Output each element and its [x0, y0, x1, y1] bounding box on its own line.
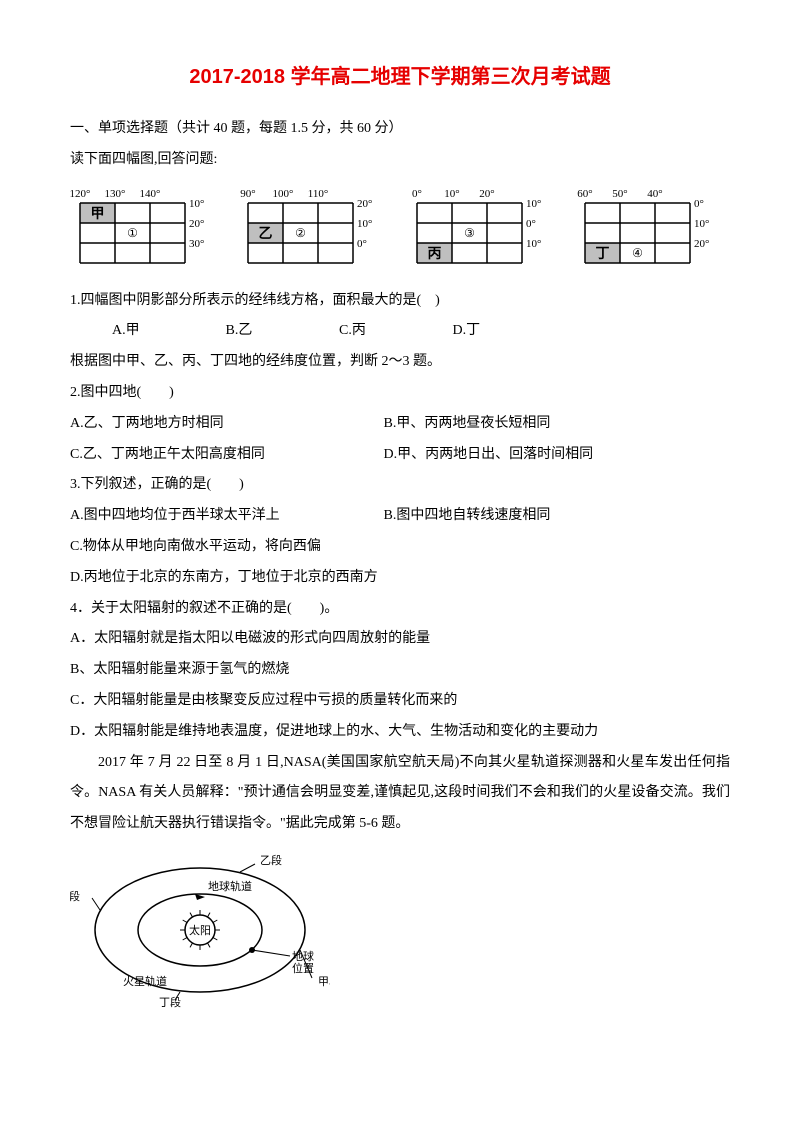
svg-text:10°: 10° [694, 218, 709, 230]
q4-opt-a: A．太阳辐射就是指太阳以电磁波的形式向四周放射的能量 [70, 624, 730, 655]
q3-opt-a: A.图中四地均位于西半球太平洋上 [70, 501, 380, 532]
q3-opt-d: D.丙地位于北京的东南方，丁地位于北京的西南方 [70, 563, 730, 594]
grid-ding: 60° 50° 40° 0° 10° 20° 丁 ④ [575, 181, 730, 276]
svg-text:10°: 10° [444, 188, 459, 200]
q1-opt-a: A.甲 [112, 316, 222, 347]
section-heading: 一、单项选择题（共计 40 题，每题 1.5 分，共 60 分） [70, 114, 730, 145]
svg-text:20°: 20° [479, 188, 494, 200]
q2-opt-a: A.乙、丁两地地方时相同 [70, 409, 380, 440]
q1-text: 1.四幅图中阴影部分所表示的经纬线方格，面积最大的是( ) [70, 286, 730, 317]
svg-text:0°: 0° [357, 238, 367, 250]
svg-text:丁段: 丁段 [159, 995, 181, 1009]
svg-text:乙: 乙 [259, 226, 273, 242]
svg-text:20°: 20° [694, 238, 709, 250]
read-instruction: 读下面四幅图,回答问题: [70, 145, 730, 176]
q3-row1: A.图中四地均位于西半球太平洋上 B.图中四地自转线速度相同 [70, 501, 730, 532]
grid-jia: 120° 130° 140° 10° 20° 30° 甲 ① [70, 181, 225, 276]
q3-opt-b: B.图中四地自转线速度相同 [384, 508, 551, 523]
q3-opt-c: C.物体从甲地向南做水平运动，将向西偏 [70, 532, 730, 563]
grid-yi: 90° 100° 110° 20° 10° 0° 乙 ② [238, 181, 393, 276]
svg-text:地球位置: 地球位置 [292, 949, 314, 975]
svg-text:地球轨道: 地球轨道 [208, 879, 252, 893]
q1-opt-d: D.丁 [453, 316, 563, 347]
svg-text:②: ② [295, 226, 306, 240]
svg-text:火星轨道: 火星轨道 [123, 974, 167, 988]
svg-text:0°: 0° [412, 188, 422, 200]
q2-opt-c: C.乙、丁两地正午太阳高度相同 [70, 440, 380, 471]
page-title: 2017-2018 学年高二地理下学期第三次月考试题 [70, 60, 730, 89]
grid-bing: 0° 10° 20° 10° 0° 10° 丙 ③ [407, 181, 562, 276]
q4-opt-c: C．大阳辐射能量是由核聚变反应过程中亏损的质量转化而来的 [70, 686, 730, 717]
svg-text:10°: 10° [357, 218, 372, 230]
q3-text: 3.下列叙述，正确的是( ) [70, 470, 730, 501]
svg-text:120°: 120° [70, 188, 90, 200]
svg-text:40°: 40° [647, 188, 662, 200]
svg-text:0°: 0° [526, 218, 536, 230]
svg-text:0°: 0° [694, 198, 704, 210]
q2-opt-d: D.甲、丙两地日出、回落时间相同 [384, 447, 594, 462]
q4-opt-d: D．太阳辐射能是维持地表温度，促进地球上的水、大气、生物活动和变化的主要动力 [70, 717, 730, 748]
svg-text:130°: 130° [105, 188, 126, 200]
svg-text:甲段: 甲段 [318, 974, 330, 988]
svg-text:20°: 20° [357, 198, 372, 210]
svg-text:10°: 10° [189, 198, 204, 210]
q1-opt-b: B.乙 [226, 316, 336, 347]
exam-page: 2017-2018 学年高二地理下学期第三次月考试题 一、单项选择题（共计 40… [0, 0, 800, 1050]
svg-text:60°: 60° [577, 188, 592, 200]
svg-text:90°: 90° [241, 188, 256, 200]
q2-opt-b: B.甲、丙两地昼夜长短相同 [384, 416, 551, 431]
svg-text:丙: 丙 [427, 246, 441, 262]
svg-text:甲: 甲 [91, 206, 105, 222]
passage-text: 2017 年 7 月 22 日至 8 月 1 日,NASA(美国国家航空航天局)… [70, 748, 730, 840]
q1-opt-c: C.丙 [339, 316, 449, 347]
q1-options: A.甲 B.乙 C.丙 D.丁 [70, 316, 730, 347]
svg-text:10°: 10° [526, 198, 541, 210]
grid-figures-row: 120° 130° 140° 10° 20° 30° 甲 ① 90° 100° 110° 20° 10… [70, 181, 730, 276]
svg-text:乙段: 乙段 [260, 853, 282, 867]
svg-text:丙段: 丙段 [70, 889, 80, 903]
svg-text:110°: 110° [308, 188, 329, 200]
svg-text:③: ③ [464, 226, 475, 240]
q2-text: 2.图中四地( ) [70, 378, 730, 409]
svg-text:10°: 10° [526, 238, 541, 250]
svg-text:50°: 50° [612, 188, 627, 200]
orbit-figure: 太阳 地球轨道地球位置甲段 乙段丙段丁段 火星轨道 [70, 850, 730, 1010]
q2-row2: C.乙、丁两地正午太阳高度相同 D.甲、丙两地日出、回落时间相同 [70, 440, 730, 471]
q4-text: 4．关于太阳辐射的叙述不正确的是( )。 [70, 594, 730, 625]
svg-text:太阳: 太阳 [189, 924, 211, 937]
svg-text:④: ④ [632, 246, 643, 260]
q4-opt-b: B、太阳辐射能量来源于氢气的燃烧 [70, 655, 730, 686]
svg-text:20°: 20° [189, 218, 204, 230]
svg-text:140°: 140° [140, 188, 161, 200]
svg-text:100°: 100° [273, 188, 294, 200]
q2-intro: 根据图中甲、乙、丙、丁四地的经纬度位置，判断 2～3 题。 [70, 347, 730, 378]
svg-text:30°: 30° [189, 238, 204, 250]
q2-row1: A.乙、丁两地地方时相同 B.甲、丙两地昼夜长短相同 [70, 409, 730, 440]
svg-text:①: ① [127, 226, 138, 240]
svg-text:丁: 丁 [595, 247, 609, 262]
